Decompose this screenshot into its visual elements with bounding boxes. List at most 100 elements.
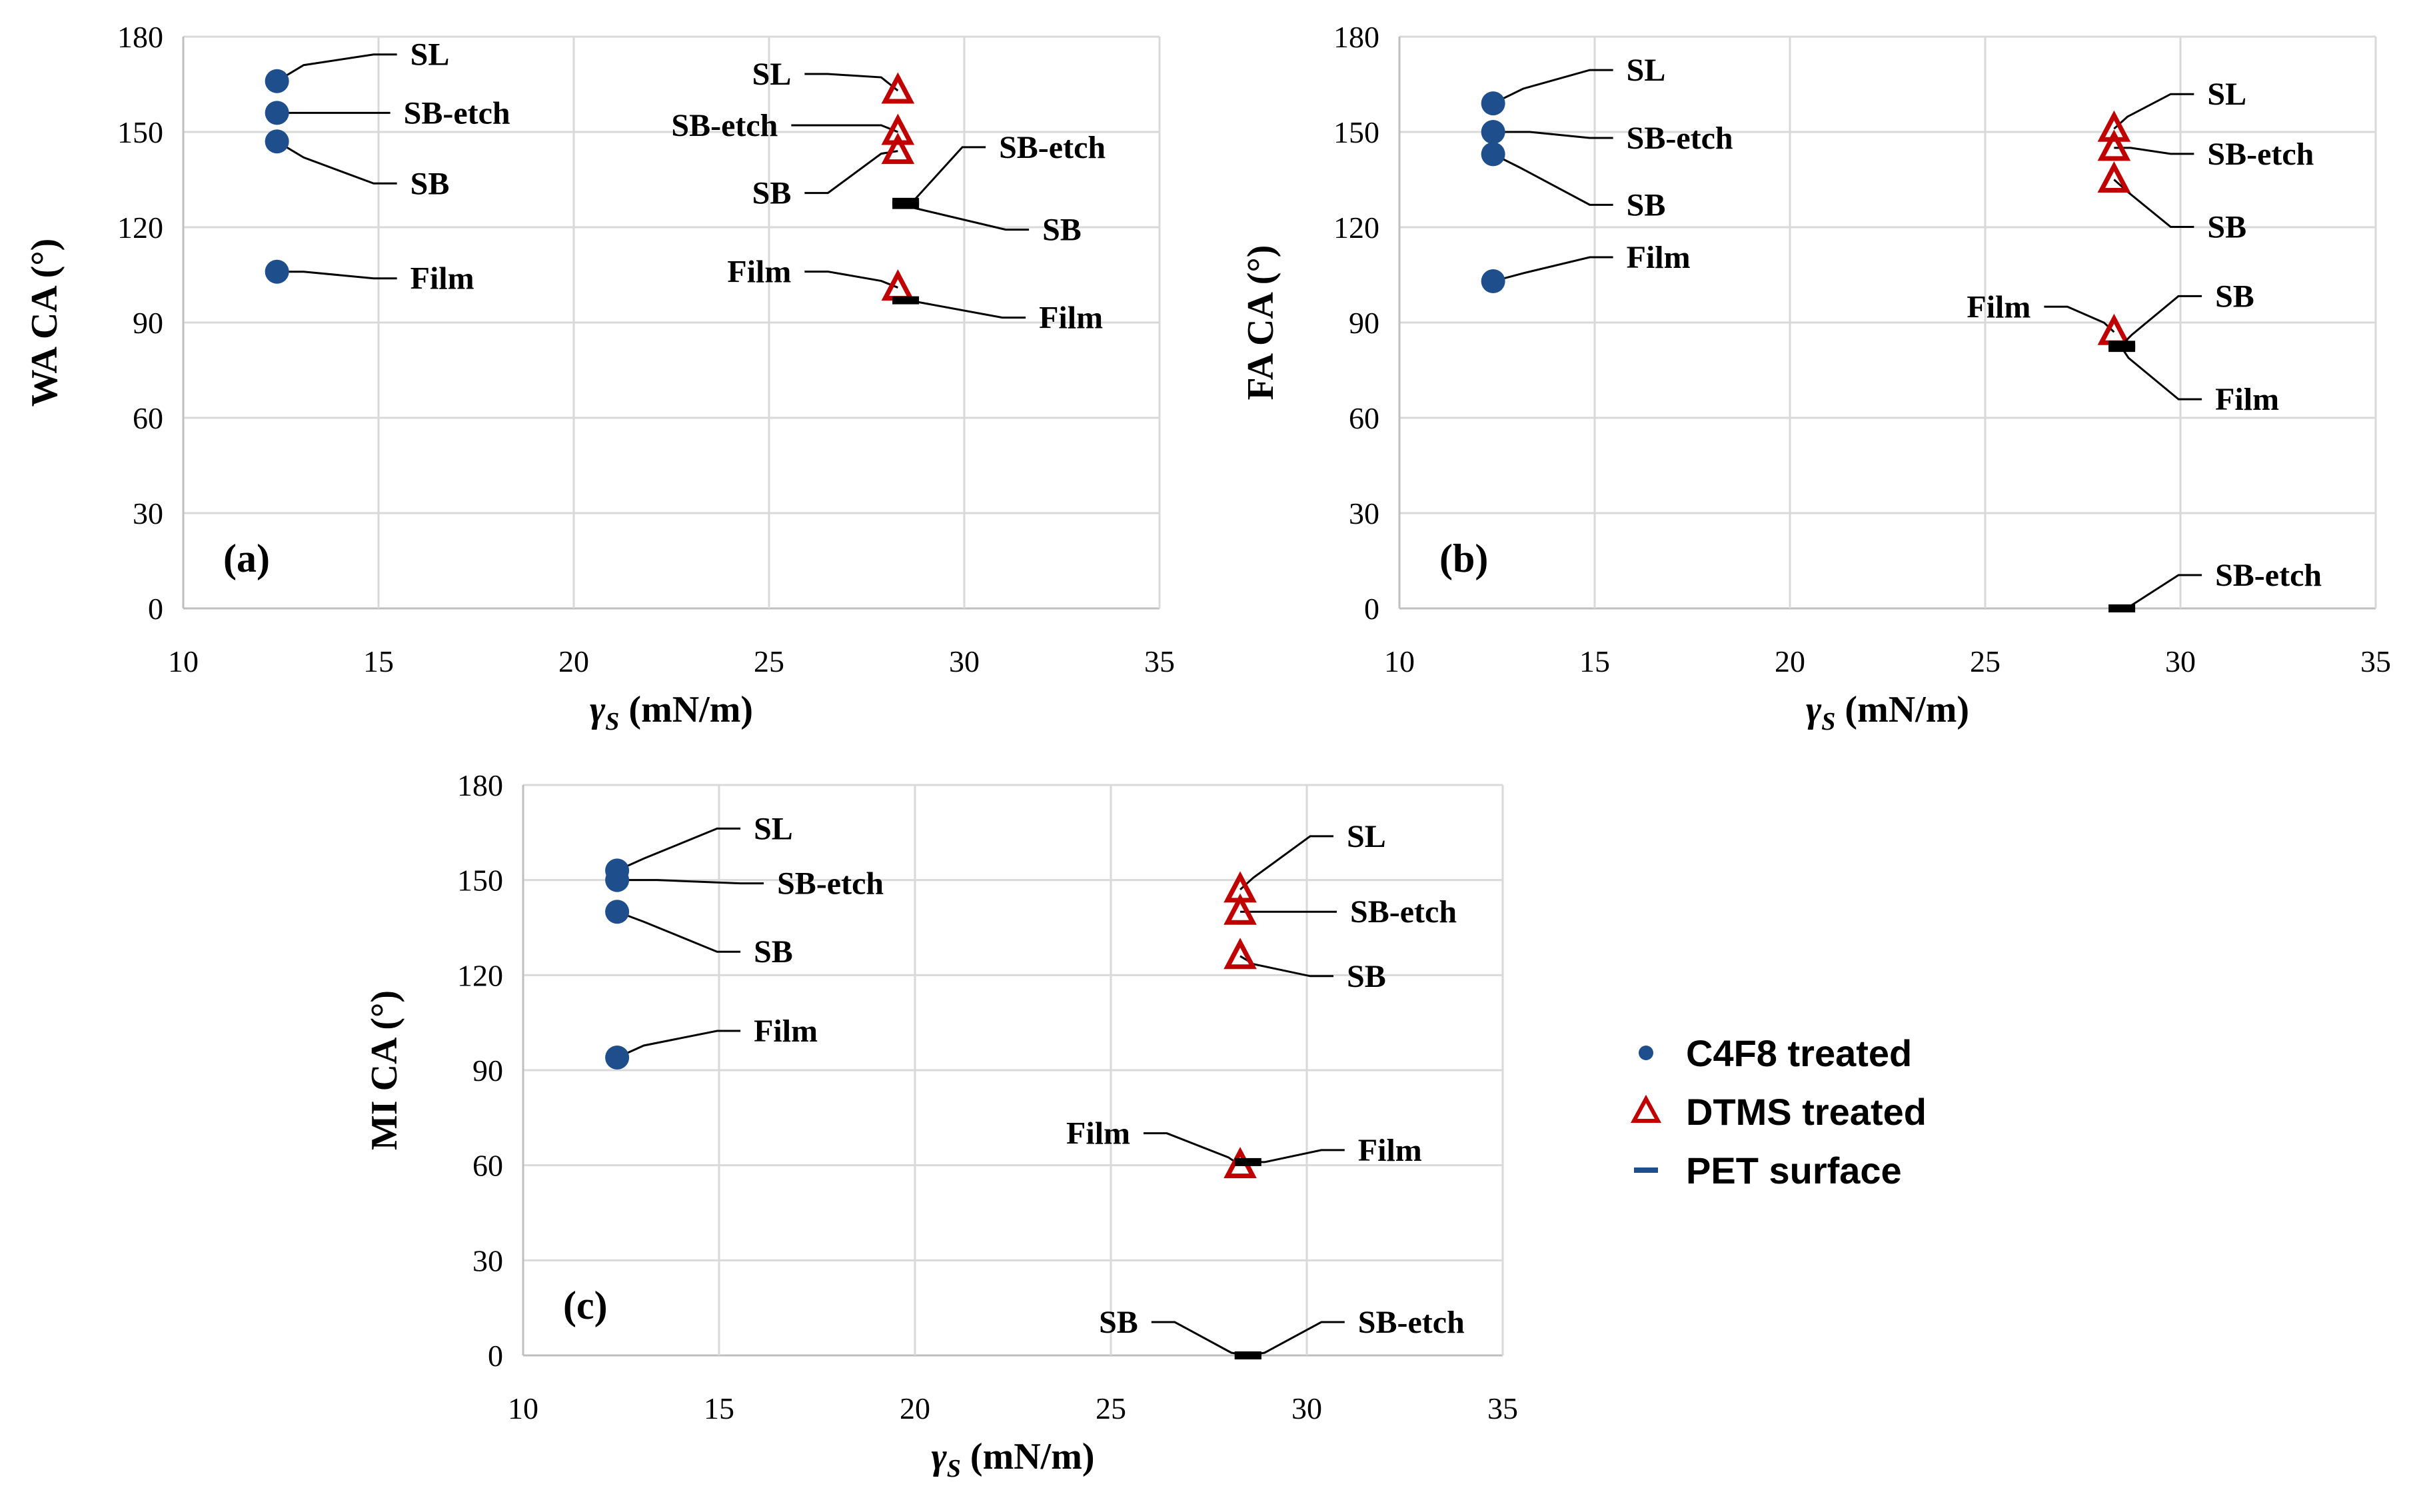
x-tick-label: 15	[1579, 644, 1610, 678]
leader-line	[1493, 131, 1613, 139]
leader-line	[791, 124, 898, 133]
data-label: SL	[410, 37, 450, 73]
data-label: Film	[410, 261, 474, 297]
legend-label: C4F8 treated	[1686, 1032, 1912, 1074]
x-tick-label: 30	[949, 644, 980, 678]
legend-label: PET surface	[1686, 1149, 1902, 1191]
marker-c4f8-treated-2	[605, 900, 630, 924]
y-tick-label: 30	[133, 496, 163, 530]
y-tick-label: 180	[117, 20, 163, 54]
data-label: Film	[727, 255, 791, 290]
data-label: SB	[1627, 187, 1666, 223]
marker-dtms-treated-2	[2097, 161, 2131, 193]
x-tick-label: 15	[704, 1391, 734, 1425]
data-label: Film	[1358, 1133, 1422, 1168]
chart-panel-2: 0 30 60 90 120 150 180 10 15 20 25 30 35 γS (mN/m) FA …	[1240, 20, 2391, 736]
leader-line	[804, 271, 898, 289]
data-label: SB	[752, 176, 792, 211]
data-label: SB-etch	[404, 95, 510, 131]
x-tick-label: 20	[1775, 644, 1805, 678]
data-label: SB	[754, 934, 793, 970]
data-label: SL	[1347, 819, 1386, 854]
leader-line	[1151, 1321, 1249, 1357]
y-tick-label: 120	[1333, 211, 1379, 245]
marker-c4f8-treated-3	[605, 1045, 630, 1070]
leader-line	[276, 141, 397, 185]
leader-line	[1144, 1132, 1241, 1166]
leader-line	[1492, 153, 1613, 206]
y-tick-label: 150	[1333, 115, 1379, 149]
leader-line	[905, 299, 1026, 319]
legend-marker-dash	[1634, 1167, 1658, 1173]
x-tick-label: 25	[754, 644, 784, 678]
data-label: SB	[1347, 959, 1386, 994]
x-tick-label: 20	[558, 644, 589, 678]
y-tick-label: 120	[457, 958, 503, 992]
leader-line	[617, 879, 764, 885]
data-label: SL	[752, 57, 792, 92]
x-axis-title: γS (mN/m)	[931, 1436, 1094, 1483]
data-label: SB	[1042, 213, 1082, 248]
y-tick-label: 180	[457, 768, 503, 802]
leader-line	[2121, 574, 2202, 610]
marker-c4f8-treated-3	[1481, 269, 1505, 294]
x-tick-label: 10	[168, 644, 199, 678]
chart-panel-3: 0 30 60 90 120 150 180 10 15 20 25 30 35 γS (mN/m) MI …	[364, 768, 1518, 1483]
leader-line	[2120, 347, 2202, 400]
legend-marker-triangle	[1630, 1094, 1662, 1123]
data-label: Film	[2215, 382, 2279, 417]
chart-panel-1: 0 30 60 90 120 150 180 10 15 20 25 30 35 γS (mN/m) WA …	[24, 20, 1175, 736]
y-tick-label: 150	[117, 115, 163, 149]
marker-dtms-treated-3	[881, 269, 915, 301]
leader-line	[905, 204, 1030, 231]
data-label: SB-etch	[1358, 1305, 1465, 1340]
x-tick-label: 35	[2360, 644, 2391, 678]
y-axis-title: FA CA (°)	[1240, 245, 1281, 400]
marker-pet-surface-1	[2108, 344, 2136, 353]
data-label: SB-etch	[2215, 558, 2322, 593]
marker-pet-surface-2	[2108, 604, 2136, 612]
y-tick-label: 30	[1349, 496, 1379, 530]
data-label: SL	[754, 811, 793, 846]
data-label: SB	[2215, 279, 2254, 314]
legend-label: DTMS treated	[1686, 1091, 1927, 1133]
y-axis-title: WA CA (°)	[24, 239, 65, 407]
marker-c4f8-treated-2	[1481, 142, 1505, 167]
leader-line	[616, 827, 741, 872]
leader-line	[616, 1030, 741, 1059]
leader-line	[804, 73, 899, 92]
marker-c4f8-treated-0	[1481, 91, 1505, 116]
panel-label: (c)	[563, 1283, 608, 1327]
data-label: SB-etch	[777, 866, 884, 902]
leader-line	[1493, 256, 1613, 283]
marker-pet-surface-2	[892, 296, 920, 305]
y-tick-label: 90	[472, 1054, 503, 1088]
leader-line	[276, 53, 397, 83]
data-label: SB-etch	[671, 108, 778, 143]
x-tick-label: 15	[363, 644, 394, 678]
marker-dtms-treated-0	[881, 72, 915, 104]
legend: C4F8 treated DTMS treated PET surface	[1630, 1032, 1927, 1191]
marker-pet-surface-1	[892, 201, 920, 209]
leader-line	[1492, 69, 1613, 105]
leader-line	[277, 271, 397, 280]
data-label: Film	[1066, 1116, 1130, 1151]
leader-line	[616, 910, 741, 953]
leader-line	[2121, 295, 2202, 346]
leader-line	[804, 150, 898, 195]
leader-line	[1247, 1321, 1345, 1357]
leader-line	[2113, 179, 2194, 228]
x-tick-label: 30	[1291, 1391, 1322, 1425]
x-axis-title: γS (mN/m)	[590, 689, 753, 736]
y-tick-label: 0	[488, 1339, 503, 1373]
y-tick-label: 0	[1364, 592, 1379, 626]
data-label: SB	[2207, 210, 2246, 245]
leader-line	[2044, 305, 2115, 333]
data-label: Film	[1039, 301, 1103, 336]
y-tick-label: 60	[472, 1149, 503, 1183]
data-label: SL	[1627, 53, 1666, 88]
panel-label: (b)	[1439, 536, 1488, 580]
data-label: SB-etch	[2207, 137, 2314, 172]
y-tick-label: 120	[117, 211, 163, 245]
